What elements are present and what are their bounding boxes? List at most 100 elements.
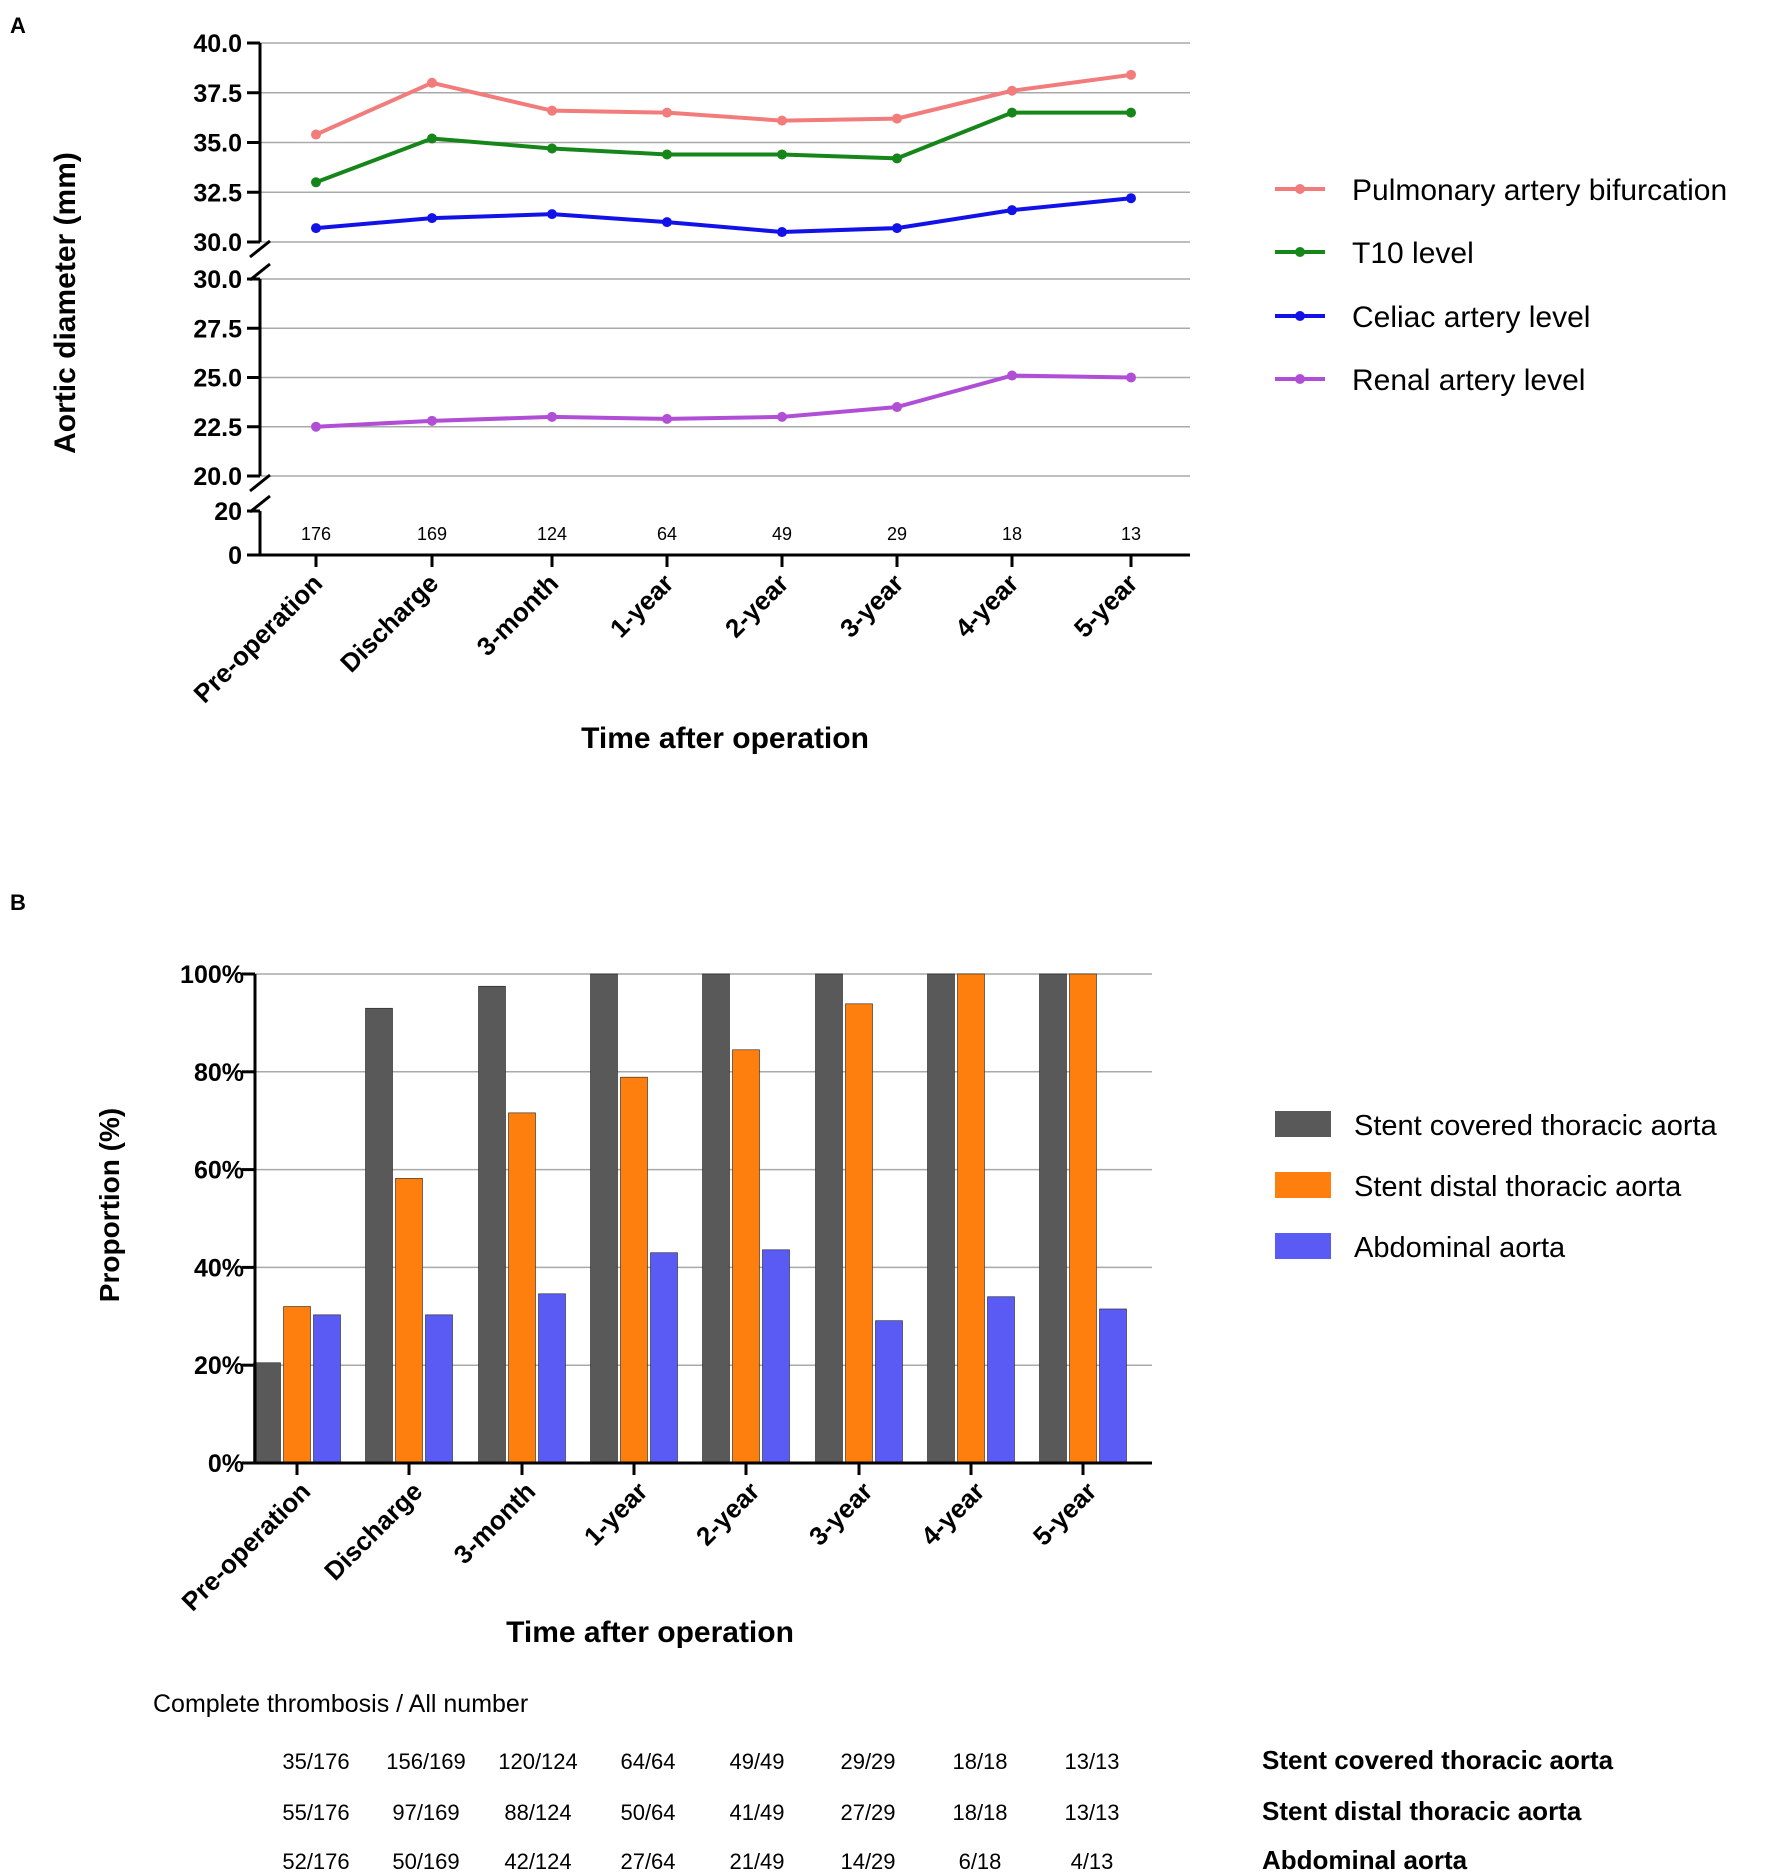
- panel-a-data-point: [1007, 107, 1017, 118]
- panel-a-count-label: 64: [657, 524, 677, 544]
- panel-a-axis-break-mark: [249, 494, 271, 514]
- table-cell: 50/169: [392, 1849, 459, 1873]
- panel-b-x-tick-label: 2-year: [690, 1476, 765, 1551]
- panel-b-legend-swatch: [1275, 1172, 1331, 1198]
- table-cell: 42/124: [504, 1849, 571, 1873]
- panel-a-data-point: [777, 227, 787, 238]
- panel-a-count-label: 124: [537, 524, 567, 544]
- panel-b-x-tick-label: 1-year: [578, 1476, 653, 1551]
- panel-b-bar: [762, 1249, 790, 1464]
- table-cell: 27/29: [840, 1800, 895, 1825]
- panel-a-data-point: [1126, 193, 1136, 204]
- panel-a-x-tick-label: 4-year: [949, 568, 1024, 643]
- panel-b-bar: [425, 1314, 453, 1464]
- table-cell: 14/29: [840, 1849, 895, 1873]
- panel-a-data-point: [1007, 205, 1017, 216]
- table-cell: 4/13: [1071, 1849, 1114, 1873]
- panel-b-x-axis-title: Time after operation: [506, 1616, 794, 1649]
- panel-a-x-tick-label: 5-year: [1068, 568, 1143, 643]
- panel-a-series-line: [315, 72, 1132, 137]
- panel-a-data-point: [892, 223, 902, 234]
- panel-b-legend-swatch: [1275, 1111, 1331, 1137]
- panel-b-x-tick-label: Pre-operation: [176, 1476, 317, 1617]
- table-cell: 49/49: [729, 1749, 784, 1774]
- table-row-label: Abdominal aorta: [1262, 1845, 1468, 1873]
- panel-a-data-point: [1007, 370, 1017, 381]
- table-cell: 156/169: [386, 1749, 466, 1774]
- panel-a-count-label: 13: [1121, 524, 1141, 544]
- panel-a-y-tick-label: 27.5: [193, 315, 242, 343]
- panel-a-y-axis-title: Aortic diameter (mm): [49, 152, 82, 454]
- table-cell: 55/176: [282, 1800, 349, 1825]
- panel-a-y-tick-label: 35.0: [193, 130, 242, 158]
- panel-a-data-point: [311, 421, 321, 432]
- panel-b-legend-label: Abdominal aorta: [1354, 1232, 1566, 1264]
- panel-a-data-point: [427, 213, 437, 224]
- panel-a-legend-label: Renal artery level: [1352, 364, 1585, 397]
- panel-a-data-point: [311, 129, 321, 140]
- table-cell: 97/169: [392, 1800, 459, 1825]
- panel-a-y-tick-label: 32.5: [193, 179, 242, 207]
- table-cell: 27/64: [620, 1849, 675, 1873]
- panel-a-data-point: [777, 115, 787, 126]
- panel-a-data-point: [1007, 85, 1017, 96]
- panel-a-data-point: [311, 177, 321, 188]
- table-row-label: Stent covered thoracic aorta: [1262, 1745, 1614, 1775]
- panel-b-legend: Stent covered thoracic aorta Stent distal…: [1275, 1110, 1718, 1264]
- panel-b-bar: [1039, 973, 1067, 1464]
- panel-b-legend-label: Stent covered thoracic aorta: [1354, 1110, 1718, 1142]
- table-cell: 29/29: [840, 1749, 895, 1774]
- table-cell: 13/13: [1064, 1800, 1119, 1825]
- panel-b-bar: [620, 1076, 648, 1464]
- panel-a-data-point: [892, 402, 902, 413]
- panel-a-legend-marker: [1295, 311, 1305, 321]
- panel-a-y-tick-label: 22.5: [193, 414, 242, 442]
- panel-b-y-tick-label: 0%: [208, 1450, 244, 1478]
- panel-b-y-tick-label: 40%: [194, 1254, 244, 1282]
- table-cell: 41/49: [729, 1800, 784, 1825]
- panel-a-axis-break-mark: [249, 239, 271, 259]
- panel-b-bar: [702, 973, 730, 1464]
- panel-a-x-tick-label: 2-year: [719, 568, 794, 643]
- panel-a-data-point: [427, 133, 437, 144]
- table-cell: 88/124: [504, 1800, 571, 1825]
- panel-b-x-tick-label: 3-month: [448, 1476, 542, 1570]
- panel-a-series-line: [315, 196, 1132, 235]
- panel-a-count-label: 18: [1002, 524, 1022, 544]
- panel-b-x-tick-label: 5-year: [1027, 1476, 1102, 1551]
- table-row-label: Stent distal thoracic aorta: [1262, 1796, 1582, 1826]
- panel-b-bar: [365, 1007, 393, 1464]
- table-cell: 6/18: [959, 1849, 1002, 1873]
- panel-a-data-point: [662, 413, 672, 424]
- panel-a-data-point: [547, 209, 557, 220]
- panel-b-bar: [478, 985, 506, 1464]
- panel-a-y-tick-label: 40.0: [193, 30, 242, 58]
- panel-a-data-point: [1126, 69, 1136, 80]
- panel-a-legend: Pulmonary artery bifurcation T10 level Cel…: [1275, 174, 1727, 397]
- panel-b-y-tick-label: 20%: [194, 1352, 244, 1380]
- panel-a-y-tick-label: 20.0: [193, 463, 242, 491]
- table-cell: 18/18: [952, 1749, 1007, 1774]
- panel-b-bar: [395, 1178, 423, 1464]
- panel-a-legend-marker: [1295, 247, 1305, 257]
- panel-a-data-point: [1126, 107, 1136, 118]
- panel-a-axis-break-mark: [249, 262, 271, 282]
- table-caption: Complete thrombosis / All number: [153, 1690, 528, 1718]
- panel-a-y-tick-label: 0: [228, 542, 242, 570]
- panel-a-data-point: [311, 223, 321, 234]
- panel-b-y-axis-title: Proportion (%): [94, 1108, 125, 1302]
- panel-a-line-chart: 30.0 32.5 35.0 37.5 40.0 20.0 22.5 25.0 27.5 30.0…: [188, 30, 1190, 709]
- panel-a-legend-marker: [1295, 374, 1305, 384]
- panel-b-bar: [590, 973, 618, 1464]
- panel-a-data-point: [547, 105, 557, 116]
- panel-b-x-tick-label: 4-year: [915, 1476, 990, 1551]
- table-cell: 18/18: [952, 1800, 1007, 1825]
- table-cell: 13/13: [1064, 1749, 1119, 1774]
- panel-a-data-point: [547, 411, 557, 422]
- panel-a-data-point: [427, 77, 437, 88]
- panel-a-legend-marker: [1295, 184, 1305, 194]
- panel-a-y-tick-label: 37.5: [193, 80, 242, 108]
- panel-a-axis-break-mark: [249, 473, 271, 493]
- panel-b-bar: [987, 1296, 1015, 1464]
